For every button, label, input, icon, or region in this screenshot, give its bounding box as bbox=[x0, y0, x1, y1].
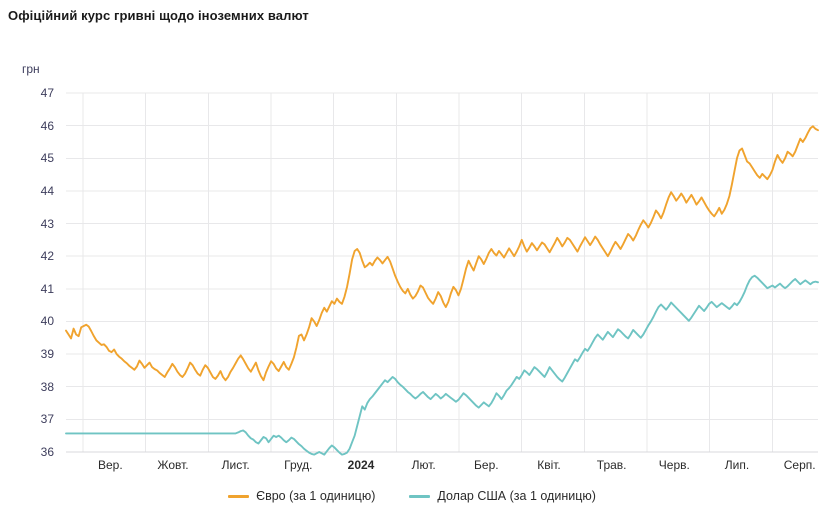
y-axis-tick-44: 44 bbox=[40, 183, 54, 198]
x-axis-tick-Серп: Серп. bbox=[783, 458, 816, 472]
x-axis-tick-Лип: Лип. bbox=[724, 458, 750, 472]
x-axis-tick-Груд: Груд. bbox=[284, 458, 313, 472]
y-axis-tick-43: 43 bbox=[40, 216, 54, 231]
x-axis-tick-Бер: Бер. bbox=[474, 458, 499, 472]
series-line-eur bbox=[65, 125, 819, 382]
legend-item-eur[interactable]: Євро (за 1 одиницю) bbox=[228, 489, 375, 503]
legend-swatch-icon bbox=[228, 494, 250, 498]
x-axis-tick-Трав: Трав. bbox=[596, 458, 627, 472]
series-lines bbox=[65, 125, 819, 456]
x-axis-tick-Черв: Черв. bbox=[658, 458, 690, 472]
chart-legend: Євро (за 1 одиницю) Долар США (за 1 одини… bbox=[0, 489, 824, 503]
y-axis-tick-39: 39 bbox=[40, 347, 54, 362]
chart-title: Офіційний курс гривні щодо іноземних вал… bbox=[8, 8, 309, 23]
y-axis-tick-45: 45 bbox=[40, 151, 54, 166]
x-axis-tick-Жовт: Жовт. bbox=[157, 458, 189, 472]
y-axis-tick-38: 38 bbox=[40, 379, 54, 394]
y-axis-tick-47: 47 bbox=[40, 86, 54, 100]
x-axis-tick-Квіт: Квіт. bbox=[537, 458, 561, 472]
x-axis-tick-Лист: Лист. bbox=[221, 458, 250, 472]
series-line-usd bbox=[65, 274, 819, 456]
y-axis-tick-40: 40 bbox=[40, 314, 54, 329]
legend-label: Євро (за 1 одиницю) bbox=[256, 489, 376, 503]
y-axis-tick-46: 46 bbox=[40, 118, 54, 133]
y-axis-unit-label: грн bbox=[22, 62, 40, 76]
grid-lines bbox=[66, 92, 818, 453]
y-axis-tick-36: 36 bbox=[40, 445, 54, 459]
legend-label: Долар США (за 1 одиницю) bbox=[437, 489, 596, 503]
y-axis-tick-42: 42 bbox=[40, 249, 54, 264]
x-axis-tick-2024: 2024 bbox=[347, 458, 375, 472]
x-axis-tick-Лют: Лют. bbox=[411, 458, 436, 472]
y-axis-tick-37: 37 bbox=[40, 412, 54, 427]
y-axis-tick-41: 41 bbox=[40, 281, 54, 296]
x-axis-tick-Вер: Вер. bbox=[97, 458, 123, 472]
legend-item-usd[interactable]: Долар США (за 1 одиницю) bbox=[409, 489, 596, 503]
legend-swatch-icon bbox=[409, 494, 431, 498]
